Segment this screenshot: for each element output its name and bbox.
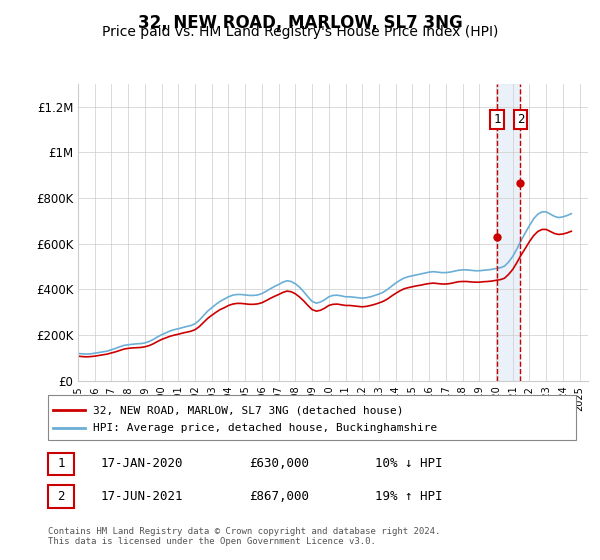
Text: Price paid vs. HM Land Registry's House Price Index (HPI): Price paid vs. HM Land Registry's House … [102,25,498,39]
FancyBboxPatch shape [48,395,576,440]
Text: HPI: Average price, detached house, Buckinghamshire: HPI: Average price, detached house, Buck… [93,423,437,433]
Text: 17-JAN-2020: 17-JAN-2020 [101,458,184,470]
Text: 2: 2 [517,113,524,126]
Text: 1: 1 [493,113,500,126]
Text: £867,000: £867,000 [248,490,308,503]
Bar [497,84,520,381]
Text: Contains HM Land Registry data © Crown copyright and database right 2024.
This d: Contains HM Land Registry data © Crown c… [48,526,440,546]
Text: £630,000: £630,000 [248,458,308,470]
Text: 10% ↓ HPI: 10% ↓ HPI [376,458,443,470]
Text: 32, NEW ROAD, MARLOW, SL7 3NG: 32, NEW ROAD, MARLOW, SL7 3NG [137,14,463,32]
Text: 32, NEW ROAD, MARLOW, SL7 3NG (detached house): 32, NEW ROAD, MARLOW, SL7 3NG (detached … [93,405,403,416]
FancyBboxPatch shape [48,485,74,508]
FancyBboxPatch shape [48,452,74,475]
Text: 2: 2 [58,490,65,503]
Text: 19% ↑ HPI: 19% ↑ HPI [376,490,443,503]
Text: 17-JUN-2021: 17-JUN-2021 [101,490,184,503]
Text: 1: 1 [58,458,65,470]
